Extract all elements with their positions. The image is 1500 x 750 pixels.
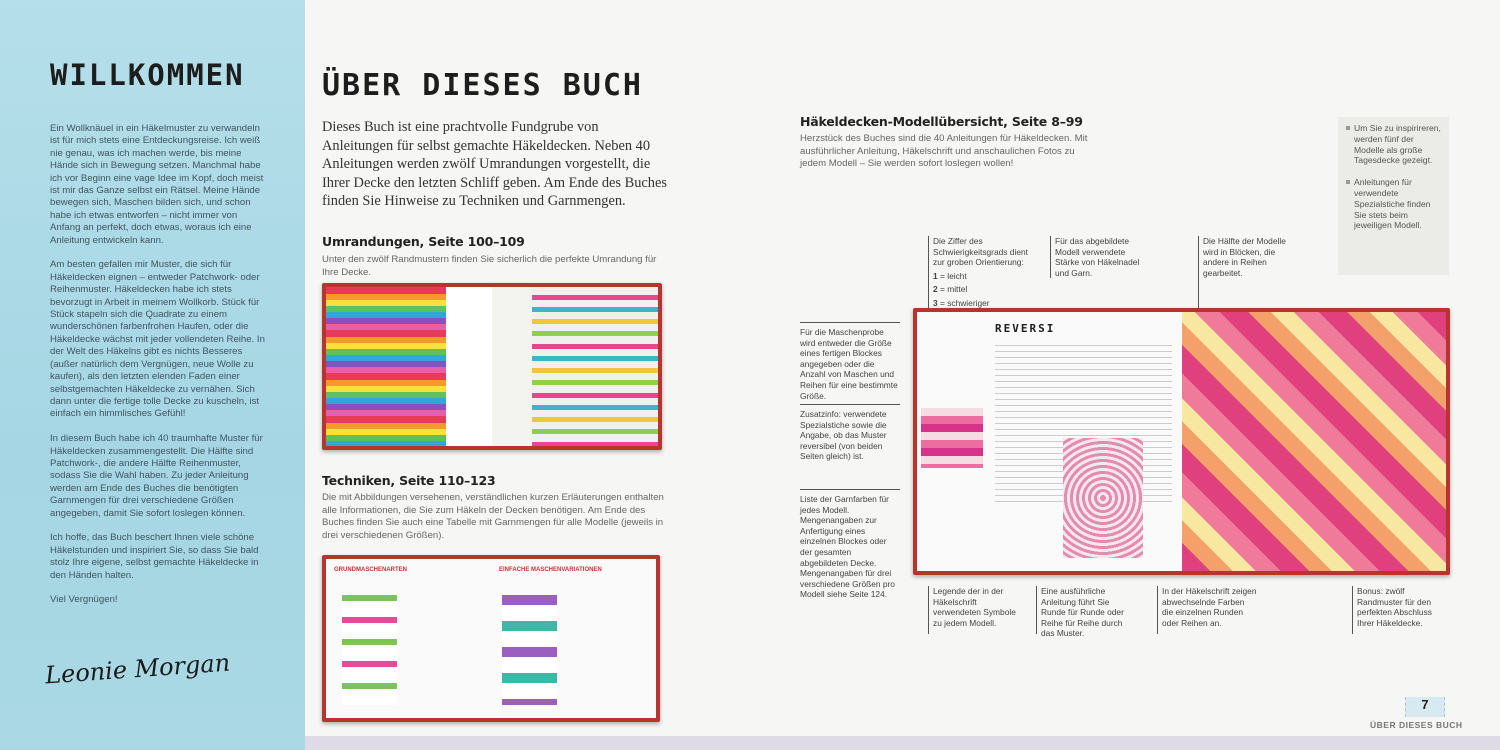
page-number: 7 <box>1405 697 1445 717</box>
techniques-book-image: GRUNDMASCHENARTEN EINFACHE MASCHENVARIAT… <box>322 555 660 722</box>
blanket-photo <box>1182 312 1446 571</box>
page-footer: ÜBER DIESES BUCH <box>1370 720 1463 730</box>
welcome-page <box>0 0 305 750</box>
borders-book-image <box>322 283 662 450</box>
paragraph: Viel Vergnügen! <box>50 594 118 606</box>
callout-difficulty: Die Ziffer des Schwierigkeitsgrads dient… <box>928 236 1028 308</box>
callout-instructions: Eine ausführliche Anleitung führt Sie Ru… <box>1036 586 1136 638</box>
section-text: Herzstück des Buches sind die 40 Anleitu… <box>800 133 1088 169</box>
callout-hook: Für das abgebildete Modell verwendete St… <box>1050 236 1140 279</box>
section-text: Die mit Abbildungen versehenen, verständ… <box>322 492 664 541</box>
intro-text: Dieses Buch ist eine prachtvolle Fundgru… <box>322 119 667 210</box>
callout-legend: Legende der in der Häkelschrift verwende… <box>928 586 1023 634</box>
page-title: ÜBER DIESES BUCH <box>322 68 643 103</box>
paragraph: In diesem Buch habe ich 40 traumhafte Mu… <box>50 433 263 519</box>
section-heading: Häkeldecken-Modellübersicht, Seite 8–99 <box>800 114 1083 129</box>
paragraph: Am besten gefallen mir Muster, die sich … <box>50 259 265 420</box>
callout-blocks: Die Hälfte der Modelle wird in Blöcken, … <box>1198 236 1293 316</box>
level: 1 = leicht <box>933 270 967 281</box>
paragraph: Ein Wollknäuel in ein Häkelmuster zu ver… <box>50 123 264 246</box>
welcome-text: Ein Wollknäuel in ein Häkelmuster zu ver… <box>50 123 265 619</box>
sample-book-image: REVERSI <box>913 308 1450 575</box>
sample-page-title: REVERSI <box>995 322 1056 335</box>
callout-colors: Liste der Garnfarben für jedes Modell. M… <box>800 489 900 600</box>
bottom-bar <box>305 736 1500 750</box>
section-heading: Umrandungen, Seite 100–109 <box>322 234 525 249</box>
level: 3 = schwieriger <box>933 297 990 308</box>
callout-bonus: Bonus: zwölf Randmuster für den perfekte… <box>1352 586 1447 634</box>
sidebox-item: Um Sie zu inspirireren, werden fünf der … <box>1346 123 1441 166</box>
level: 2 = mittel <box>933 284 968 295</box>
callout-chart-colors: In der Häkelschrift zeigen abwechselnde … <box>1157 586 1257 634</box>
section-text: Unter den zwölf Randmustern finden Sie s… <box>322 254 657 278</box>
paragraph: Ich hoffe, das Buch beschert Ihnen viele… <box>50 532 259 581</box>
callout-extra: Zusatzinfo: verwendete Spezialstiche sow… <box>800 404 900 462</box>
sidebox-item: Anleitungen für verwendete Spezialstiche… <box>1346 177 1441 231</box>
info-sidebox: Um Sie zu inspirireren, werden fünf der … <box>1338 117 1449 275</box>
section-heading: Techniken, Seite 110–123 <box>322 473 496 488</box>
welcome-title: WILLKOMMEN <box>50 58 245 92</box>
callout-gauge: Für die Maschenprobe wird entweder die G… <box>800 322 900 401</box>
callout-text: Die Ziffer des Schwierigkeitsgrads dient… <box>933 236 1028 268</box>
